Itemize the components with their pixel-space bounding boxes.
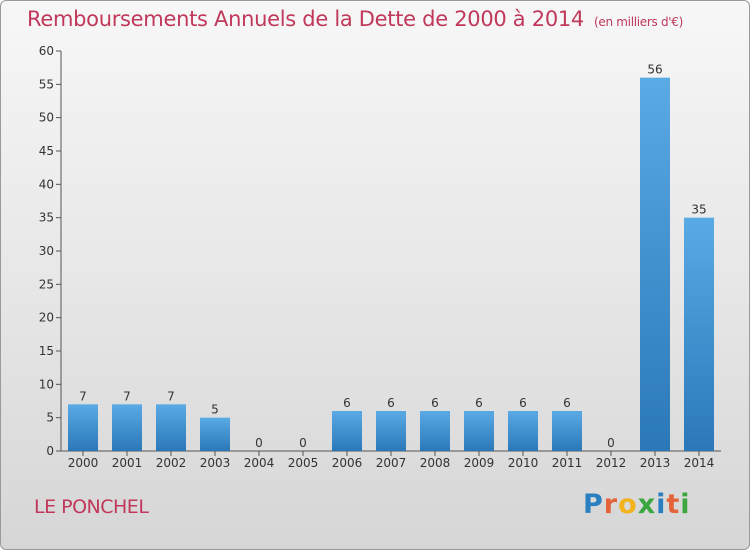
x-tick-label: 2012	[596, 456, 627, 470]
bar	[684, 217, 714, 451]
bar-value-label: 56	[647, 63, 662, 77]
y-tick-label: 30	[39, 244, 54, 258]
bar	[420, 411, 450, 451]
bars	[68, 77, 714, 452]
bar-value-label: 6	[519, 396, 527, 410]
bar-value-label: 6	[475, 396, 483, 410]
x-tick-label: 2003	[200, 456, 231, 470]
value-labels: 7 7 7 5 0 0 6 6 6 6 6 6 0 56 35	[79, 63, 706, 450]
bar	[332, 411, 362, 451]
y-tick-label: 45	[39, 144, 54, 158]
title-text: Remboursements Annuels de la Dette de 20…	[27, 7, 584, 31]
logo-letter: i	[680, 489, 691, 520]
y-tick-label: 20	[39, 311, 54, 325]
bar	[640, 77, 670, 452]
x-tick-label: 2013	[640, 456, 671, 470]
bar	[552, 411, 582, 451]
bar	[200, 417, 230, 451]
proxiti-logo: Proxiti	[583, 489, 691, 520]
x-tick-label: 2004	[244, 456, 275, 470]
x-tick-label: 2001	[112, 456, 143, 470]
x-tick-label: 2002	[156, 456, 187, 470]
bar	[68, 404, 98, 451]
y-tick-label: 5	[46, 411, 54, 425]
bar-value-label: 7	[167, 389, 175, 403]
commune-name: LE PONCHEL	[34, 496, 149, 518]
bar-value-label: 0	[607, 436, 615, 450]
x-tick-label: 2005	[288, 456, 319, 470]
x-tick-label: 2000	[68, 456, 99, 470]
y-tick-label: 55	[39, 77, 54, 91]
bar-value-label: 0	[255, 436, 263, 450]
y-tick-label: 0	[46, 444, 54, 458]
x-tick-label: 2011	[552, 456, 583, 470]
bar-value-label: 0	[299, 436, 307, 450]
y-tick-label: 10	[39, 377, 54, 391]
logo-letter: P	[583, 489, 604, 520]
bar	[508, 411, 538, 451]
y-tick-label: 60	[39, 44, 54, 58]
y-tick-label: 50	[39, 111, 54, 125]
logo-letter: r	[603, 489, 619, 520]
x-tick-label: 2006	[332, 456, 363, 470]
bar-value-label: 35	[691, 203, 706, 217]
y-tick-label: 40	[39, 177, 54, 191]
bar	[112, 404, 142, 451]
bar	[156, 404, 186, 451]
chart-title: Remboursements Annuels de la Dette de 20…	[27, 7, 683, 31]
bar-value-label: 6	[431, 396, 439, 410]
bar	[464, 411, 494, 451]
bar-value-label: 7	[79, 389, 87, 403]
x-tick-label: 2009	[464, 456, 495, 470]
logo-letter: t	[666, 489, 681, 520]
y-tick-label: 25	[39, 277, 54, 291]
x-tick-label: 2007	[376, 456, 407, 470]
x-tick-label: 2010	[508, 456, 539, 470]
chart-subtitle: (en milliers d'€)	[594, 15, 684, 29]
bar-value-label: 5	[211, 403, 219, 417]
x-tick-label: 2008	[420, 456, 451, 470]
logo-letter: i	[656, 489, 667, 520]
logo-letter: x	[637, 489, 657, 520]
bar-value-label: 6	[343, 396, 351, 410]
y-tick-label: 15	[39, 344, 54, 358]
bar-value-label: 6	[563, 396, 571, 410]
logo-letter: o	[618, 489, 638, 520]
bar-value-label: 7	[123, 389, 131, 403]
y-tick-label: 35	[39, 211, 54, 225]
bar	[376, 411, 406, 451]
bar-value-label: 6	[387, 396, 395, 410]
x-tick-label: 2014	[684, 456, 715, 470]
